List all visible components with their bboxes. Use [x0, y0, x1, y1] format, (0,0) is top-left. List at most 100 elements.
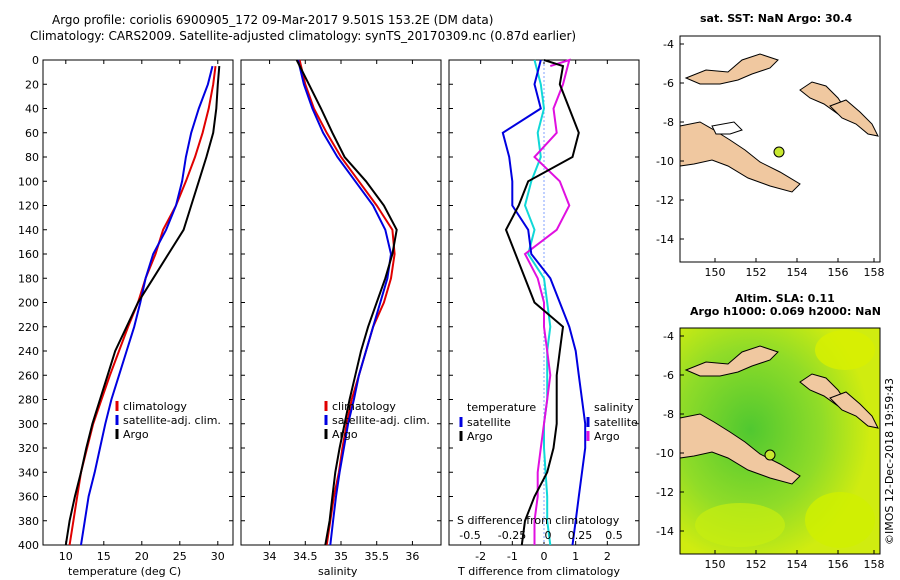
map-y-tick-label: -4: [663, 38, 674, 51]
map-y-tick-label: -8: [663, 408, 674, 421]
temperature-xlabel: temperature (deg C): [68, 565, 181, 578]
legend-title-temperature: temperature: [467, 401, 536, 414]
legend-label: Argo: [332, 428, 358, 441]
x-tick-label: 0: [541, 550, 548, 563]
series-line: [501, 59, 587, 546]
sst-map-land-islands-b: [829, 99, 879, 137]
salinity-diff-tick-label: -0.25: [498, 529, 526, 542]
sst-map-land-png: [679, 121, 801, 193]
sst-map: sat. SST: NaN Argo: 30.4 150 152 154 156 158…: [656, 12, 884, 279]
y-tick-label: 240: [18, 345, 39, 358]
y-tick-label: 280: [18, 394, 39, 407]
salinity-diff-tick-label: 0: [545, 529, 552, 542]
legend-label: satellite: [467, 416, 511, 429]
salinity-diff-tick-label: -0.5: [459, 529, 480, 542]
plot-frame: [240, 59, 442, 546]
legend-title-salinity: salinity: [594, 401, 634, 414]
y-tick-label: 40: [25, 103, 39, 116]
sla-map-high-b: [805, 492, 875, 548]
sla-map-high-a: [815, 330, 875, 370]
legend-label: satellite-adj. clim.: [123, 414, 221, 427]
difference-xlabel: T difference from climatology: [457, 565, 620, 578]
y-tick-label: 20: [25, 78, 39, 91]
series-line: [523, 58, 571, 545]
y-tick-label: 260: [18, 369, 39, 382]
salinity-diff-tick-label: 0.5: [605, 529, 623, 542]
salinity-diff-axis-label: S difference from climatology: [457, 514, 620, 527]
title-line-1: Argo profile: coriolis 6900905_172 09-Ma…: [52, 13, 493, 27]
sst-map-title: sat. SST: NaN Argo: 30.4: [700, 12, 852, 25]
x-tick-label: 34.5: [293, 550, 318, 563]
map-x-tick-label: 152: [746, 266, 767, 279]
y-tick-label: 380: [18, 515, 39, 528]
x-tick-label: 35.5: [364, 550, 389, 563]
legend-label: climatology: [332, 400, 396, 413]
map-y-tick-label: -4: [663, 330, 674, 343]
x-tick-label: 20: [135, 550, 149, 563]
y-tick-label: 180: [18, 272, 39, 285]
imos-credit: ©IMOS 12-Dec-2018 19:59:43: [883, 378, 896, 545]
series-line: [295, 59, 398, 546]
map-x-tick-label: 150: [705, 266, 726, 279]
sla-argo-location-marker: [764, 449, 776, 461]
title-line-2: Climatology: CARS2009. Satellite-adjuste…: [30, 29, 576, 43]
sla-map-ticks: 150 152 154 156 158 -4 -6 -8 -10 -12 -14: [656, 330, 884, 571]
argo-location-marker: [773, 146, 785, 158]
map-y-tick-label: -12: [656, 194, 674, 207]
map-y-tick-label: -10: [656, 155, 674, 168]
map-x-tick-label: 158: [864, 558, 885, 571]
y-tick-label: 120: [18, 200, 39, 213]
sla-map-high-c: [695, 503, 785, 547]
y-tick-label: 200: [18, 297, 39, 310]
x-tick-label: -2: [475, 550, 486, 563]
legend-label: Argo: [594, 430, 620, 443]
sla-map-title-2: Argo h1000: 0.069 h2000: NaN: [690, 305, 881, 318]
map-y-tick-label: -12: [656, 486, 674, 499]
map-x-tick-label: 152: [746, 558, 767, 571]
sla-map-land-png: [679, 413, 801, 485]
y-tick-label: 0: [32, 54, 39, 67]
x-tick-label: 1: [572, 550, 579, 563]
salinity-panel: 34 34.5 35 35.5 36 climatologysatellite-adj. …: [240, 59, 442, 563]
temperature-panel: 0 20 40 60 80 100 120 140 160 180 200 220 240 260 280 3…: [18, 54, 234, 563]
y-tick-label: 220: [18, 321, 39, 334]
x-tick-label: 15: [97, 550, 111, 563]
map-x-tick-label: 156: [828, 558, 849, 571]
legend-label: Argo: [123, 428, 149, 441]
series-line: [80, 65, 214, 546]
series-line: [64, 66, 221, 546]
y-tick-label: 80: [25, 151, 39, 164]
y-tick-label: 60: [25, 127, 39, 140]
sla-map: Altim. SLA: 0.11 Argo h1000: 0.069 h2000…: [656, 292, 884, 571]
y-tick-label: 400: [18, 539, 39, 552]
y-tick-label: 300: [18, 418, 39, 431]
sst-map-ticks: 150 152 154 156 158 -4 -6 -8 -10 -12 -14: [656, 38, 884, 279]
y-tick-label: 360: [18, 491, 39, 504]
map-x-tick-label: 150: [705, 558, 726, 571]
sla-map-land-newbritain: [684, 345, 779, 377]
salinity-diff-tick-label: 0.25: [568, 529, 593, 542]
sla-map-title-1: Altim. SLA: 0.11: [735, 292, 835, 305]
map-y-tick-label: -10: [656, 447, 674, 460]
x-tick-label: 25: [173, 550, 187, 563]
salinity-xlabel: salinity: [318, 565, 358, 578]
y-tick-label: 320: [18, 442, 39, 455]
x-tick-label: 10: [59, 550, 73, 563]
x-tick-label: 2: [604, 550, 611, 563]
legend-label: satellite-adj. clim.: [332, 414, 430, 427]
sst-map-land-newbritain: [684, 53, 779, 85]
y-tick-label: 340: [18, 466, 39, 479]
legend-label: Argo: [467, 430, 493, 443]
map-y-tick-label: -6: [663, 77, 674, 90]
legend-label: satellite: [594, 416, 638, 429]
series-line: [523, 59, 552, 546]
x-tick-label: 34: [263, 550, 277, 563]
x-tick-label: 35: [334, 550, 348, 563]
legend-label: climatology: [123, 400, 187, 413]
y-tick-label: 100: [18, 175, 39, 188]
map-y-tick-label: -8: [663, 116, 674, 129]
map-x-tick-label: 154: [787, 266, 808, 279]
y-tick-label: 160: [18, 248, 39, 261]
